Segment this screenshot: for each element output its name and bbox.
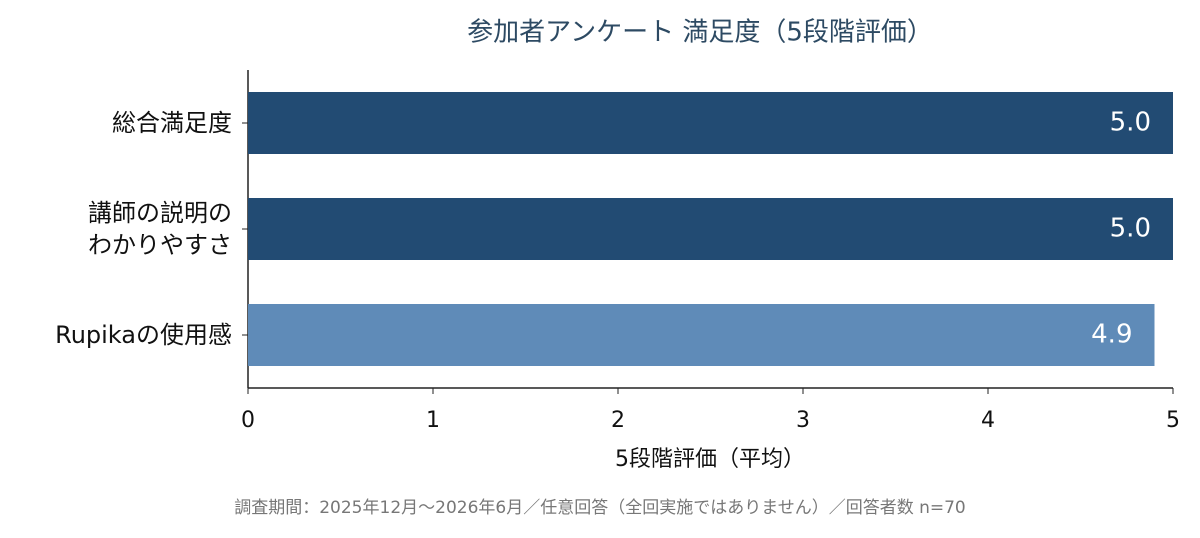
bar (248, 304, 1155, 366)
x-tick-label: 2 (611, 408, 625, 433)
footnote: 調査期間：2025年12月〜2026年6月／任意回答（全回実施ではありません）／… (234, 498, 966, 518)
bar (248, 92, 1173, 154)
x-tick-label: 4 (981, 408, 995, 433)
x-tick-label: 5 (1166, 408, 1180, 433)
y-tick-label: Rupikaの使用感 (55, 321, 232, 349)
x-axis-label: 5段階評価（平均） (615, 447, 805, 472)
x-tick-label: 0 (241, 408, 255, 433)
y-tick-label: 総合満足度 (112, 109, 232, 137)
value-label: 5.0 (1110, 214, 1151, 244)
x-tick-label: 3 (796, 408, 810, 433)
bar (248, 198, 1173, 260)
value-label: 5.0 (1110, 108, 1151, 138)
y-tick-label: 講師の説明の わかりやすさ (88, 199, 232, 259)
value-label: 4.9 (1091, 320, 1132, 350)
chart-title: 参加者アンケート 満足度（5段階評価） (467, 18, 933, 48)
x-tick-label: 1 (426, 408, 440, 433)
